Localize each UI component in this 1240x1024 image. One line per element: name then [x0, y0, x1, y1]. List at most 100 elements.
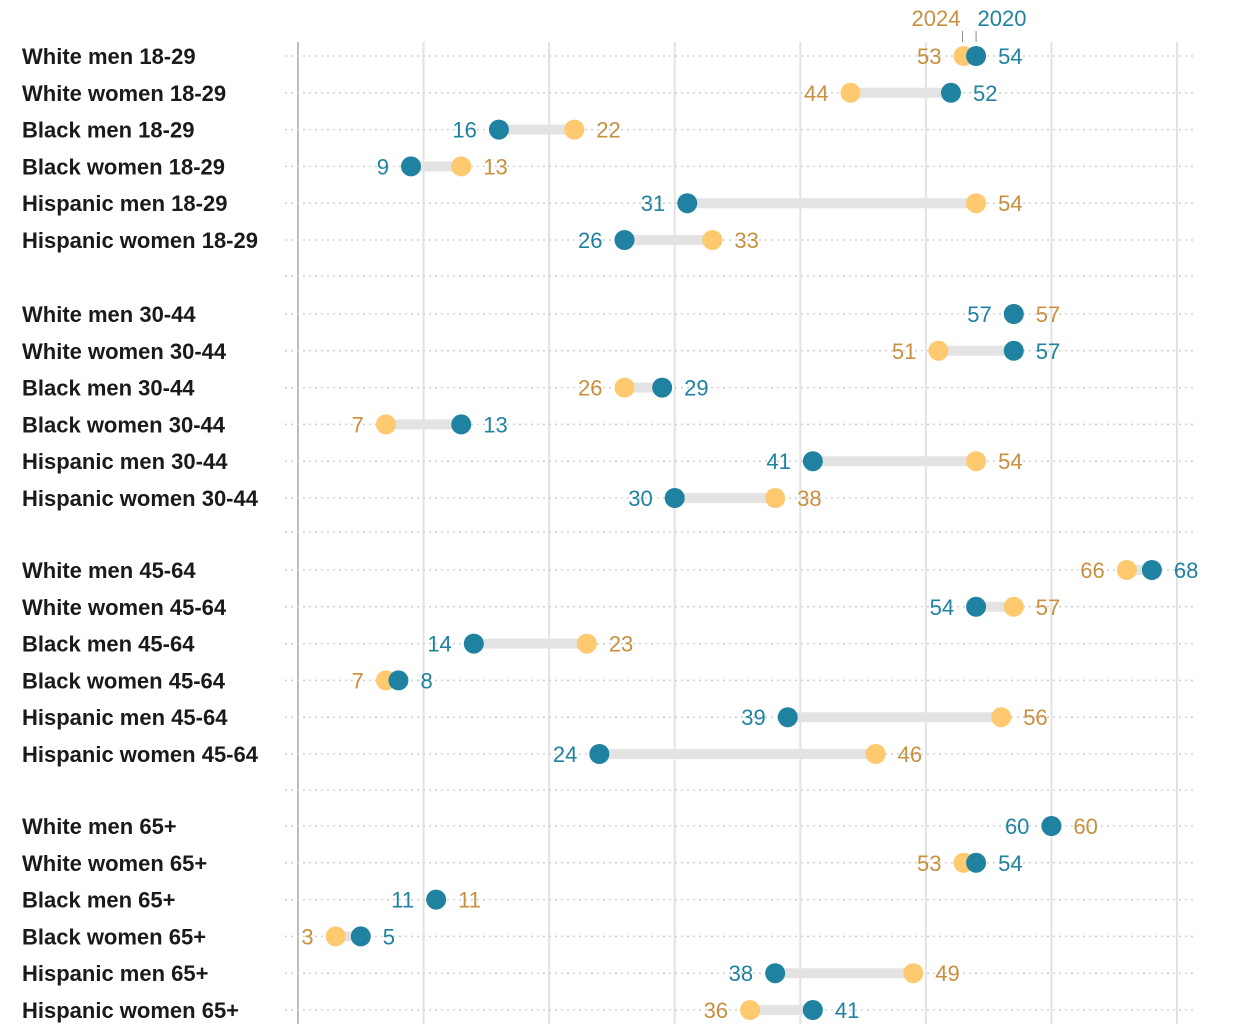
dumbbell-row: White men 18-29 53 54 [22, 44, 1023, 69]
dumbbell-row: Black women 30-44 7 13 [22, 412, 508, 437]
dot-2024 [840, 82, 861, 103]
dot-2020 [614, 230, 635, 250]
dot-2020 [966, 46, 987, 66]
dot-2024 [865, 744, 886, 764]
value-label-2024: 44 [804, 81, 828, 106]
value-label-2020: 54 [998, 851, 1022, 876]
category-label: Hispanic women 65+ [22, 998, 239, 1023]
category-label: Hispanic women 45-64 [22, 742, 259, 767]
dot-2024 [903, 963, 924, 984]
value-label-2020: 60 [1005, 814, 1029, 839]
dumbbell-row: Black women 65+ 3 5 [22, 924, 395, 949]
value-label-2020: 14 [427, 632, 451, 657]
value-label-2024: 11 [458, 888, 481, 913]
category-label: White women 18-29 [22, 81, 226, 106]
dumbbell-row: Black women 18-29 9 13 [22, 154, 508, 179]
dumbbell-row: Hispanic men 45-64 39 56 [22, 705, 1048, 730]
dot-2024 [966, 451, 987, 472]
value-label-2024: 3 [301, 924, 313, 949]
value-label-2020: 68 [1174, 558, 1198, 583]
dot-2020 [1003, 304, 1024, 324]
category-label: Black women 18-29 [22, 154, 225, 179]
value-label-2020: 29 [684, 376, 708, 401]
value-label-2024: 53 [917, 44, 941, 69]
value-label-2024: 36 [704, 998, 728, 1023]
dot-2024 [375, 414, 396, 435]
value-label-2020: 8 [420, 668, 432, 693]
dumbbell-row: Hispanic men 18-29 31 54 [22, 191, 1023, 216]
value-label-2024: 54 [998, 449, 1022, 474]
dumbbell-row: Hispanic men 65+ 38 49 [22, 961, 960, 986]
dot-2020 [401, 156, 422, 177]
dot-2024 [702, 230, 723, 250]
value-label-2024: 33 [734, 228, 758, 253]
dumbbell-row: White men 30-44 57 57 [22, 302, 1060, 327]
value-label-2020: 16 [452, 118, 476, 143]
dot-2020 [463, 633, 484, 654]
category-label: Hispanic men 18-29 [22, 191, 227, 216]
category-label: Hispanic women 18-29 [22, 228, 258, 253]
value-label-2020: 30 [628, 486, 652, 511]
dot-2020 [388, 670, 409, 691]
dumbbell-row: Black men 18-29 16 22 [22, 118, 621, 143]
dot-2020 [802, 1000, 823, 1020]
dot-2020 [802, 451, 823, 472]
value-label-2020: 31 [641, 191, 665, 216]
dot-2024 [564, 119, 585, 140]
category-label: White men 45-64 [22, 558, 196, 583]
dumbbell-row: White men 65+ 60 60 [22, 814, 1098, 839]
dumbbell-row: Black women 45-64 7 8 [22, 668, 433, 693]
dumbbell-row: Hispanic women 18-29 26 33 [22, 228, 759, 253]
dumbbell-row: Black men 45-64 14 23 [22, 632, 633, 657]
value-label-2020: 52 [973, 81, 997, 106]
dot-2024 [1003, 596, 1024, 617]
category-label: White women 45-64 [22, 595, 227, 620]
dot-2020 [426, 889, 447, 910]
dot-2020 [652, 377, 673, 398]
value-label-2020: 54 [930, 595, 954, 620]
dot-2024 [765, 488, 786, 508]
value-label-2020: 57 [1036, 339, 1060, 364]
dumbbell-row: White women 30-44 51 57 [22, 339, 1060, 364]
value-label-2024: 56 [1023, 705, 1047, 730]
dot-2020 [1141, 560, 1162, 580]
dot-2024 [966, 193, 987, 214]
value-label-2024: 22 [596, 118, 620, 143]
category-label: Black women 65+ [22, 924, 206, 949]
value-label-2024: 57 [1036, 595, 1060, 620]
dot-2020 [677, 193, 698, 214]
value-label-2020: 41 [766, 449, 790, 474]
value-label-2020: 26 [578, 228, 602, 253]
dumbbell-row: Black men 65+ 11 11 [22, 888, 481, 913]
dumbbell-row: Black men 30-44 26 29 [22, 376, 709, 401]
dumbbell-row: White women 65+ 53 54 [22, 851, 1023, 876]
category-label: Hispanic men 30-44 [22, 449, 228, 474]
dumbbell-row: Hispanic women 65+ 36 41 [22, 998, 859, 1023]
value-label-2020: 39 [741, 705, 765, 730]
category-label: Hispanic men 65+ [22, 961, 208, 986]
legend-2020-label: 2020 [978, 6, 1027, 31]
dot-2024 [991, 707, 1012, 728]
value-label-2020: 13 [483, 412, 507, 437]
category-label: Black women 45-64 [22, 668, 226, 693]
dot-2024 [451, 156, 472, 177]
value-label-2024: 57 [1036, 302, 1060, 327]
dot-2020 [1041, 816, 1062, 836]
legend-2024-label: 2024 [912, 6, 961, 31]
value-label-2024: 13 [483, 154, 507, 179]
category-label: Hispanic men 45-64 [22, 705, 228, 730]
value-label-2024: 54 [998, 191, 1022, 216]
value-label-2020: 38 [729, 961, 753, 986]
value-label-2020: 11 [391, 888, 414, 913]
dot-2024 [576, 633, 597, 654]
value-label-2024: 51 [892, 339, 916, 364]
dot-2024 [740, 1000, 761, 1020]
value-label-2024: 53 [917, 851, 941, 876]
dot-2024 [614, 377, 635, 398]
dot-2020 [664, 488, 685, 508]
value-label-2024: 7 [352, 668, 364, 693]
dot-2020 [488, 119, 509, 140]
category-label: Hispanic women 30-44 [22, 486, 259, 511]
category-label: White men 65+ [22, 814, 177, 839]
